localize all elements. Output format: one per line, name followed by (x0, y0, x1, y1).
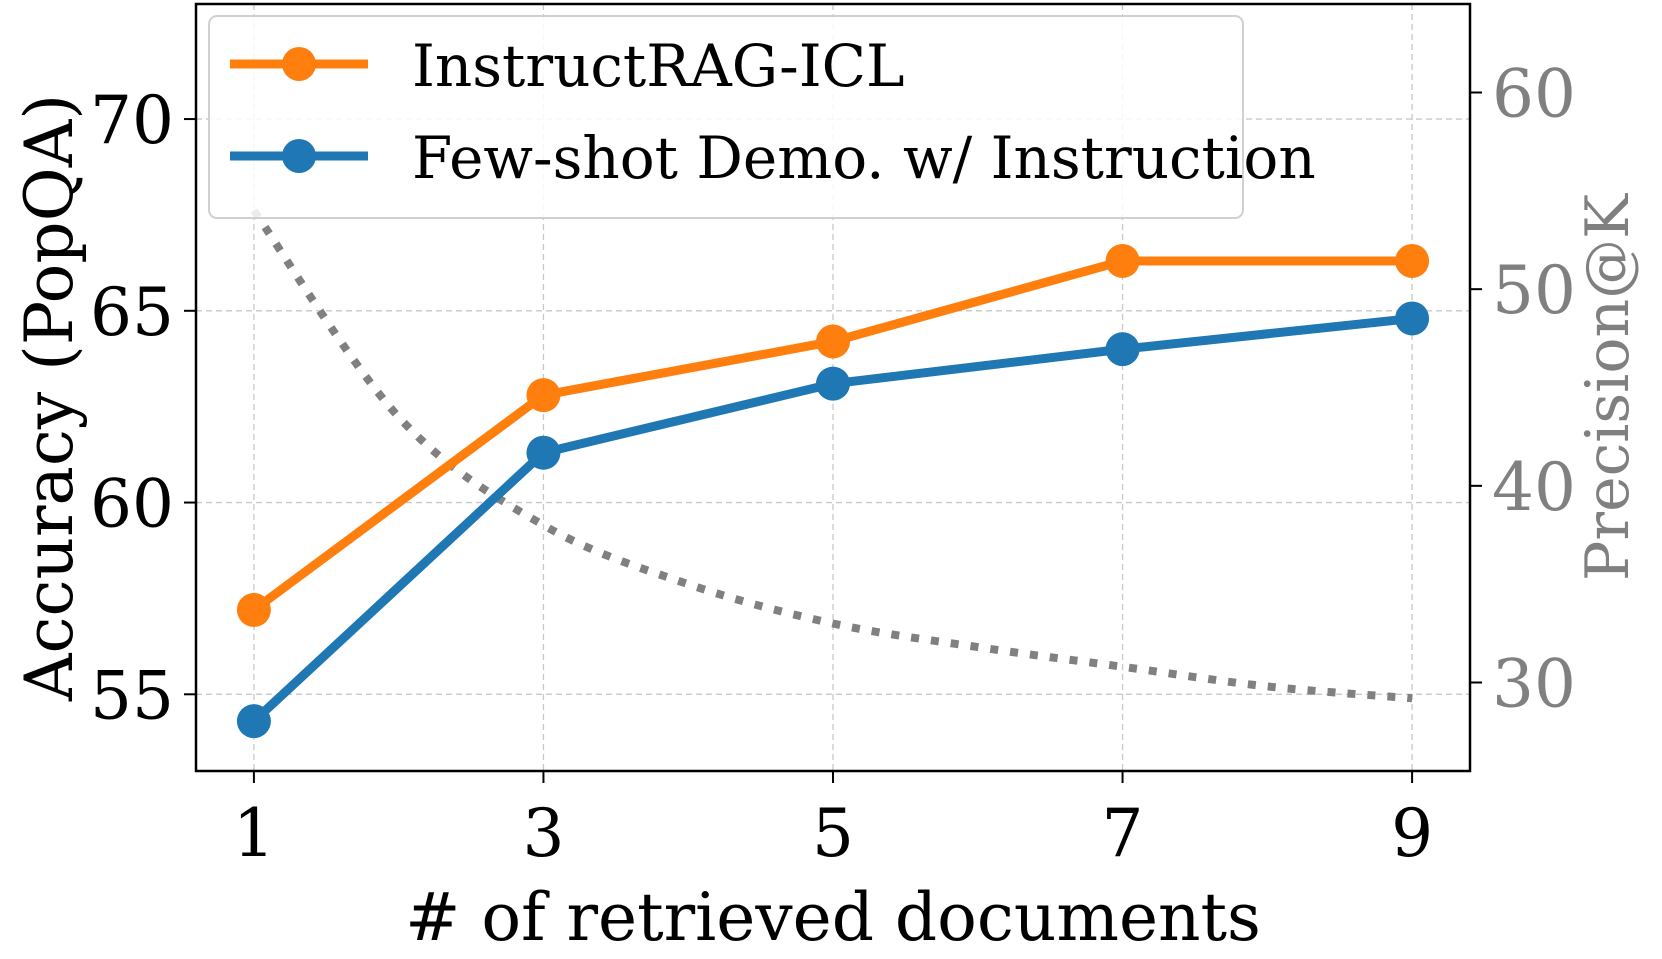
legend-swatch-marker (282, 47, 316, 81)
x-tick-label: 7 (1102, 795, 1144, 872)
legend-label: Few-shot Demo. w/ Instruction (412, 124, 1316, 192)
legend: InstructRAG-ICL Few-shot Demo. w/ Instruc… (208, 15, 1316, 219)
x-tick-label: 3 (522, 795, 564, 872)
data-point (1105, 243, 1140, 278)
series-layer (236, 243, 1430, 739)
precision-line (250, 208, 1413, 703)
y2-tick-label: 30 (1492, 646, 1576, 723)
data-point (236, 704, 271, 739)
legend-box (208, 15, 1244, 219)
data-point (1395, 243, 1430, 278)
data-point (236, 592, 271, 627)
y2-tick-label: 50 (1492, 252, 1576, 329)
data-point (816, 324, 850, 359)
x-tick-label: 9 (1391, 795, 1433, 872)
y-tick-label: 60 (90, 466, 174, 543)
x-tick-label: 1 (233, 795, 275, 872)
ticks: 1 3 5 7 9 55 60 65 70 30 40 50 60 (90, 56, 1576, 873)
series-instructrag-icl (236, 243, 1430, 627)
series-few-shot-demo (236, 301, 1430, 739)
y2-axis-label: Precision@K (1573, 193, 1643, 581)
data-point (1105, 332, 1140, 367)
y-tick-label: 65 (90, 274, 174, 351)
data-point (526, 435, 561, 470)
y-tick-label: 55 (90, 657, 174, 734)
y-tick-label: 70 (90, 82, 174, 159)
x-axis-label: # of retrieved documents (405, 879, 1261, 956)
data-point (526, 378, 561, 413)
y2-tick-label: 60 (1492, 56, 1576, 133)
data-point (816, 366, 850, 401)
data-point (1395, 301, 1430, 336)
legend-label: InstructRAG-ICL (412, 32, 905, 100)
x-tick-label: 5 (812, 795, 854, 872)
legend-swatch-marker (282, 139, 316, 173)
y2-tick-label: 40 (1492, 449, 1576, 526)
y-axis-label: Accuracy (PopQA) (11, 94, 88, 702)
precision-curve (250, 208, 1413, 703)
